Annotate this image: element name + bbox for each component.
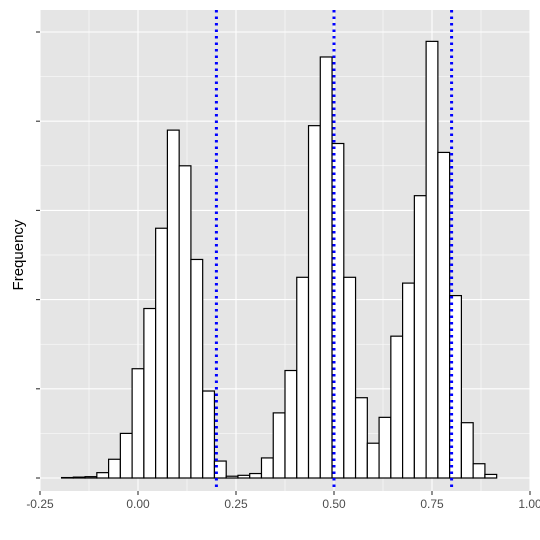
histogram-bar	[166, 129, 180, 479]
histogram-bar	[425, 40, 439, 479]
x-tick-label: 1.00	[518, 497, 540, 511]
y-axis-title: Frequency	[10, 219, 27, 290]
histogram-bar	[119, 432, 133, 479]
histogram-bar	[107, 458, 121, 479]
histogram-bar	[272, 412, 286, 479]
histogram-bar	[190, 258, 204, 479]
histogram-bar	[213, 460, 227, 479]
histogram-bar	[319, 56, 333, 479]
histogram-bar	[260, 457, 274, 479]
histogram-bar	[131, 368, 145, 479]
histogram-bar	[296, 276, 310, 479]
histogram-bar	[472, 463, 486, 479]
histogram-bar	[390, 335, 404, 479]
axis-ticks	[36, 31, 531, 495]
histogram-bar	[84, 476, 98, 479]
histogram-bars	[60, 40, 498, 479]
x-tick-label: 0.00	[126, 497, 150, 511]
histogram-bar	[354, 397, 368, 479]
histogram-bar	[366, 442, 380, 479]
histogram-bar	[413, 195, 427, 479]
x-tick-label: -0.25	[26, 497, 54, 511]
histogram-bar	[343, 276, 357, 479]
reference-lines	[214, 10, 454, 491]
histogram-bar	[96, 472, 110, 479]
histogram-bar	[460, 422, 474, 479]
histogram-bar	[437, 151, 451, 479]
histogram-bar	[402, 282, 415, 479]
x-tick-label: 0.50	[322, 497, 346, 511]
histogram-bar	[143, 307, 157, 479]
histogram-bar	[72, 476, 86, 479]
x-axis-tick-labels: -0.25 0.00 0.25 0.50 0.75 1.00	[26, 497, 540, 511]
x-tick-label: 0.75	[420, 497, 444, 511]
histogram-bar	[155, 227, 168, 479]
histogram-bar	[378, 416, 392, 479]
histogram-bar	[307, 125, 321, 479]
histogram-bar	[178, 165, 192, 479]
histogram-bar	[449, 294, 463, 479]
histogram-bar	[284, 369, 298, 479]
x-tick-label: 0.25	[224, 497, 248, 511]
histogram-bar	[225, 475, 239, 479]
histogram-bar	[484, 473, 498, 479]
histogram-bar	[237, 474, 251, 479]
histogram-bar	[202, 390, 216, 479]
histogram-bar	[249, 472, 263, 479]
